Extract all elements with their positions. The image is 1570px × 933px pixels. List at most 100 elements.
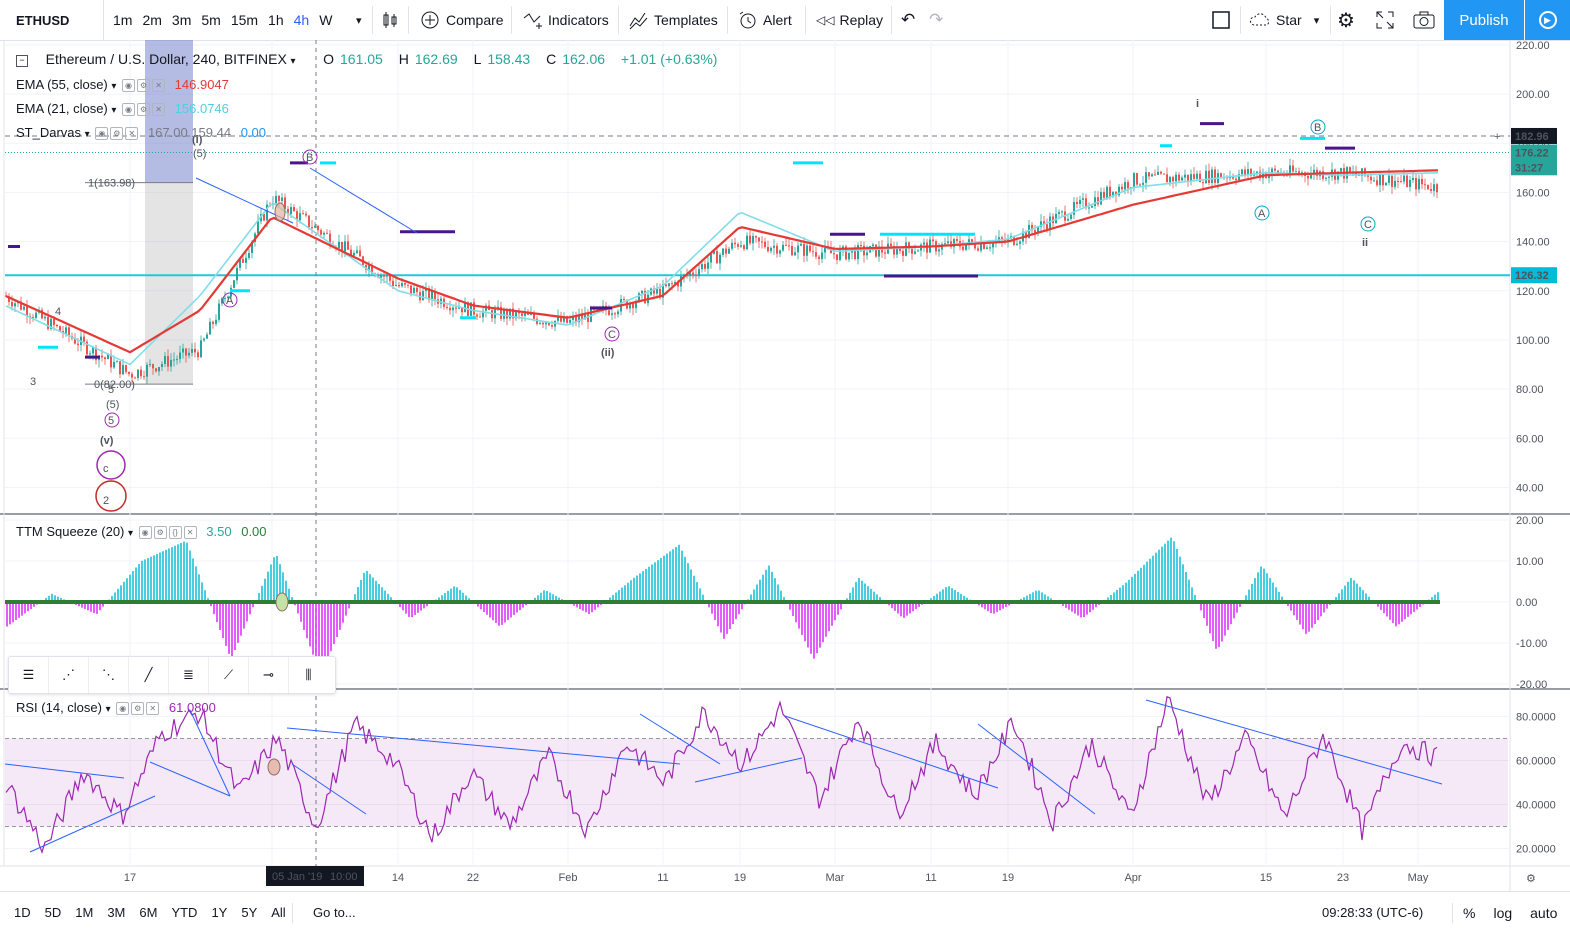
candle-body <box>1211 169 1213 183</box>
star-button[interactable]: Star ▾ <box>1248 0 1319 40</box>
candle-body <box>815 252 817 257</box>
fib-fan-icon[interactable]: ≣ <box>169 657 209 693</box>
close-icon[interactable]: ✕ <box>125 127 138 140</box>
interval-1h[interactable]: 1h <box>263 12 289 28</box>
candle-body <box>1133 173 1135 187</box>
candle-body <box>1274 169 1276 171</box>
percent-toggle[interactable]: % <box>1463 905 1493 921</box>
ttm-bar <box>657 560 659 602</box>
range-6M[interactable]: 6M <box>139 905 171 920</box>
candle <box>965 244 967 251</box>
ttm-bar <box>162 551 164 602</box>
collapse-icon[interactable]: − <box>16 55 28 67</box>
candle-body <box>1400 181 1402 182</box>
candle-body <box>215 320 217 324</box>
range-3M[interactable]: 3M <box>107 905 139 920</box>
alert-button[interactable]: Alert <box>731 0 798 40</box>
redo-icon[interactable]: ↷ <box>929 0 943 40</box>
goto-button[interactable]: Go to... <box>313 905 364 920</box>
range-5D[interactable]: 5D <box>45 905 76 920</box>
close-icon[interactable]: ✕ <box>152 103 165 116</box>
ray-icon[interactable]: ⟋ <box>209 657 249 693</box>
interval-4h[interactable]: 4h <box>289 12 315 28</box>
chevron-down-icon[interactable]: ▾ <box>128 528 133 539</box>
fullscreen-layout-button[interactable] <box>1211 0 1231 40</box>
ttm-bar <box>183 542 185 602</box>
candle <box>896 242 898 258</box>
fib-lines-icon[interactable]: ☰ <box>9 657 49 693</box>
candle <box>197 350 199 361</box>
interval-5m[interactable]: 5m <box>196 12 225 28</box>
candle <box>704 260 706 271</box>
expand-icon[interactable] <box>1376 0 1394 40</box>
chevron-down-icon[interactable]: ▾ <box>111 81 116 92</box>
eye-icon[interactable]: ◉ <box>95 127 108 140</box>
settings-icon[interactable]: ⚙ <box>137 79 150 92</box>
elliott-impulse-icon[interactable]: ⋰ <box>49 657 89 693</box>
publish-button[interactable]: Publish <box>1444 0 1524 40</box>
interval-1m[interactable]: 1m <box>108 12 137 28</box>
interval-W[interactable]: W <box>314 12 337 28</box>
candle-body <box>911 249 913 254</box>
chart-title: Ethereum / U.S. Dollar, 240, BITFINEX <box>46 51 287 67</box>
candle-body <box>167 356 169 367</box>
close-icon[interactable]: ✕ <box>184 526 197 539</box>
ttm-bar <box>621 588 623 602</box>
auto-toggle[interactable]: auto <box>1530 905 1565 921</box>
price-tick-label: 100.00 <box>1516 335 1550 347</box>
chart-area[interactable]: 40.0060.0080.00100.00120.00140.00160.001… <box>0 40 1570 891</box>
interval-2m[interactable]: 2m <box>137 12 166 28</box>
interval-15m[interactable]: 15m <box>226 12 263 28</box>
settings-icon[interactable]: ⚙ <box>154 526 167 539</box>
close-icon[interactable]: ✕ <box>146 702 159 715</box>
compare-button[interactable]: Compare <box>414 0 510 40</box>
candle-body <box>353 253 355 256</box>
symbol-search[interactable]: ETHUSD <box>4 0 104 40</box>
replay-button[interactable]: ◁◁ Replay <box>810 0 889 40</box>
candle-body <box>914 252 916 254</box>
settings-icon[interactable]: ⚙ <box>110 127 123 140</box>
chevron-down-icon[interactable]: ▾ <box>111 105 116 116</box>
ttm-bar <box>1314 602 1316 624</box>
candle-body <box>1244 170 1246 175</box>
indicators-button[interactable]: Indicators <box>516 0 615 40</box>
candle-body <box>257 221 259 233</box>
gear-icon[interactable]: ⚙ <box>1337 0 1355 40</box>
position-icon[interactable]: ⫼ <box>289 657 328 693</box>
source-icon[interactable]: {} <box>169 526 182 539</box>
eye-icon[interactable]: ◉ <box>122 103 135 116</box>
range-1D[interactable]: 1D <box>14 905 45 920</box>
play-button[interactable]: ▶ <box>1525 0 1570 40</box>
candle-body <box>1241 170 1243 175</box>
interval-dropdown-icon[interactable]: ▾ <box>356 0 362 40</box>
trend-line-icon[interactable]: ╱ <box>129 657 169 693</box>
settings-icon[interactable]: ⚙ <box>131 702 144 715</box>
eye-icon[interactable]: ◉ <box>116 702 129 715</box>
range-5Y[interactable]: 5Y <box>241 905 271 920</box>
candle-type-button[interactable] <box>380 0 400 40</box>
elliott-correction-icon[interactable]: ⋱ <box>89 657 129 693</box>
chevron-down-icon[interactable]: ▾ <box>290 56 295 67</box>
log-toggle[interactable]: log <box>1493 905 1530 921</box>
range-1M[interactable]: 1M <box>75 905 107 920</box>
eye-icon[interactable]: ◉ <box>122 79 135 92</box>
ema55-value: 146.9047 <box>175 77 229 92</box>
ttm-bar <box>1146 562 1148 602</box>
range-YTD[interactable]: YTD <box>171 905 211 920</box>
camera-icon[interactable] <box>1413 0 1435 40</box>
eye-icon[interactable]: ◉ <box>139 526 152 539</box>
chevron-down-icon[interactable]: ▾ <box>106 704 111 715</box>
close-icon[interactable]: ✕ <box>152 79 165 92</box>
settings-icon[interactable]: ⚙ <box>137 103 150 116</box>
chevron-down-icon[interactable]: ▾ <box>85 129 90 140</box>
candle-body <box>890 244 892 246</box>
candle-body <box>1349 167 1351 172</box>
candle-body <box>155 368 157 371</box>
horizontal-line-icon[interactable]: ⊸ <box>249 657 289 693</box>
rewind-icon: ◁◁ <box>816 13 834 27</box>
templates-button[interactable]: Templates <box>622 0 724 40</box>
time-tick-label: Feb <box>559 872 578 884</box>
undo-icon[interactable]: ↶ <box>901 0 915 40</box>
range-1Y[interactable]: 1Y <box>211 905 241 920</box>
interval-3m[interactable]: 3m <box>167 12 196 28</box>
